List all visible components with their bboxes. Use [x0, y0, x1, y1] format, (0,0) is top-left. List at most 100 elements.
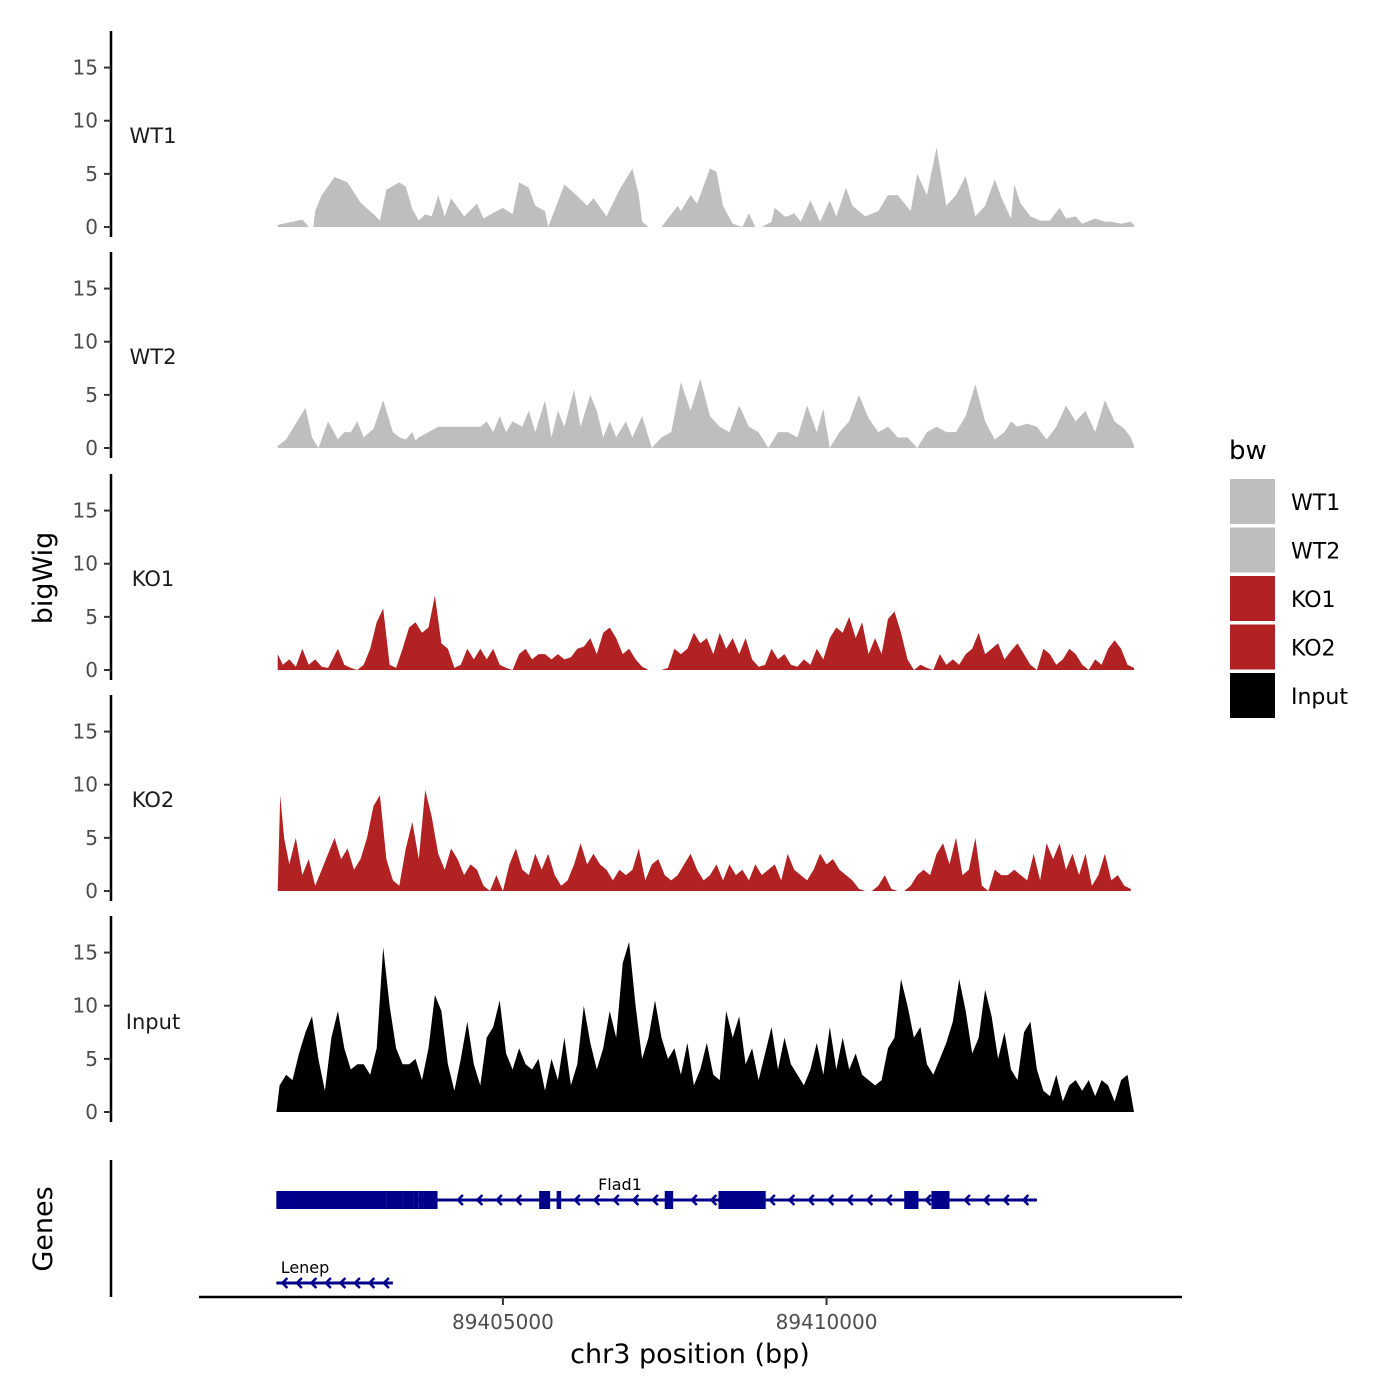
- strand-arrow: [1002, 1194, 1010, 1206]
- strand-arrow: [709, 1194, 718, 1206]
- y-tick-label: 10: [73, 773, 98, 797]
- track-label-ko2: KO2: [132, 788, 175, 812]
- y-tick-label: 0: [85, 658, 98, 682]
- panel-y-ticks: 0 5 10 15: [73, 941, 111, 1124]
- strand-arrow: [631, 1194, 640, 1206]
- gene-exon: [904, 1191, 919, 1209]
- x-tick-label: 89410000: [776, 1310, 878, 1334]
- strand-arrow: [353, 1277, 361, 1289]
- y-tick-label: 10: [73, 994, 98, 1018]
- legend-swatch: [1230, 527, 1275, 573]
- strand-arrow: [382, 1277, 390, 1289]
- gene-flad1: Flad1: [276, 1175, 1037, 1209]
- gene-label-lenep: Lenep: [281, 1258, 330, 1277]
- y-tick-label: 10: [73, 552, 98, 576]
- y-axis-title: bigWig: [28, 532, 59, 625]
- strand-arrow: [963, 1194, 971, 1206]
- strand-arrow: [807, 1194, 815, 1206]
- gene-exon: [402, 1191, 414, 1209]
- panel-y-ticks: 0 5 10 15: [73, 277, 111, 460]
- y-tick-label: 15: [73, 720, 98, 744]
- y-tick-label: 0: [85, 215, 98, 239]
- strand-arrow: [295, 1277, 303, 1289]
- y-tick-label: 5: [85, 605, 98, 629]
- strand-arrow: [885, 1194, 893, 1206]
- strand-arrow: [573, 1194, 581, 1206]
- track-label-wt2: WT2: [130, 345, 177, 369]
- track-label-wt1: WT1: [130, 124, 177, 148]
- gene-exon: [423, 1191, 438, 1209]
- gene-strand-arrows: [456, 1194, 1030, 1206]
- gene-lenep: Lenep: [276, 1258, 393, 1289]
- legend-items: WT1 WT2 KO1 KO2 Input: [1230, 479, 1348, 718]
- gene-exon: [386, 1191, 403, 1209]
- gene-label-flad1: Flad1: [598, 1175, 642, 1194]
- strand-arrow: [495, 1194, 503, 1206]
- gene-exon: [556, 1191, 562, 1209]
- x-axis-title: chr3 position (bp): [570, 1339, 810, 1370]
- gene-exon: [664, 1191, 674, 1209]
- y-tick-label: 10: [73, 109, 98, 133]
- y-tick-label: 5: [85, 162, 98, 186]
- gene-exon: [413, 1191, 419, 1209]
- strand-arrow: [309, 1277, 318, 1289]
- coverage-area-wt2: [277, 378, 1134, 448]
- legend-label: KO2: [1291, 637, 1336, 662]
- strand-arrow: [612, 1194, 620, 1206]
- y-tick-label: 15: [73, 499, 98, 523]
- strand-arrow: [280, 1277, 289, 1289]
- legend-title: bw: [1229, 436, 1267, 466]
- gene-exon: [276, 1191, 387, 1209]
- strand-arrow: [768, 1194, 776, 1206]
- strand-arrow: [475, 1194, 484, 1206]
- gene-exon: [931, 1191, 950, 1209]
- y-tick-label: 5: [85, 1047, 98, 1071]
- strand-arrow: [690, 1194, 698, 1206]
- y-tick-label: 0: [85, 879, 98, 903]
- strand-arrow: [338, 1277, 347, 1289]
- track-panel-wt2: 0 5 10 15 WT2: [73, 252, 1134, 460]
- strand-arrow: [787, 1194, 796, 1206]
- coverage-area-wt1: [277, 147, 1134, 227]
- panel-y-ticks: 0 5 10 15: [73, 499, 111, 682]
- strand-arrow: [826, 1194, 835, 1206]
- legend: bw WT1 WT2 KO1 KO2 Input: [1229, 436, 1348, 718]
- strand-arrow: [865, 1194, 874, 1206]
- y-tick-label: 15: [73, 277, 98, 301]
- genes-axis-title: Genes: [28, 1186, 59, 1271]
- legend-swatch: [1230, 479, 1275, 524]
- strand-arrow: [982, 1194, 991, 1206]
- legend-label: Input: [1291, 685, 1348, 710]
- strand-arrow: [324, 1277, 332, 1289]
- y-tick-label: 5: [85, 383, 98, 407]
- track-panel-ko2: 0 5 10 15 KO2: [73, 695, 1131, 903]
- gene-exons: [276, 1191, 950, 1209]
- x-axis: 89405000 89410000 chr3 position (bp): [199, 1295, 1182, 1370]
- y-tick-label: 0: [85, 1100, 98, 1124]
- track-label-ko1: KO1: [132, 567, 175, 591]
- legend-label: WT2: [1291, 540, 1340, 565]
- strand-arrow: [924, 1194, 932, 1206]
- gene-strand-arrows: [280, 1277, 390, 1289]
- strand-arrow: [456, 1194, 464, 1206]
- coverage-area-input: [276, 941, 1134, 1112]
- track-panel-ko1: 0 5 10 15 KO1: [73, 474, 1134, 682]
- strand-arrow: [592, 1194, 601, 1206]
- gene-exon: [418, 1191, 424, 1209]
- track-panel-wt1: 0 5 10 15 WT1: [73, 31, 1134, 239]
- gene-exon: [539, 1191, 551, 1209]
- strand-arrow: [367, 1277, 376, 1289]
- y-tick-label: 15: [73, 56, 98, 80]
- x-ticks: 89405000 89410000: [452, 1297, 877, 1334]
- y-tick-label: 5: [85, 826, 98, 850]
- legend-swatch: [1230, 624, 1275, 670]
- legend-swatch: [1230, 673, 1275, 718]
- coverage-area-ko2: [277, 790, 1131, 891]
- legend-swatch: [1230, 576, 1275, 621]
- panel-y-ticks: 0 5 10 15: [73, 56, 111, 239]
- strand-arrow: [651, 1194, 659, 1206]
- y-tick-label: 10: [73, 330, 98, 354]
- track-label-input: Input: [126, 1010, 180, 1034]
- genes-panel: Genes Flad1 Lenep: [28, 1160, 1037, 1297]
